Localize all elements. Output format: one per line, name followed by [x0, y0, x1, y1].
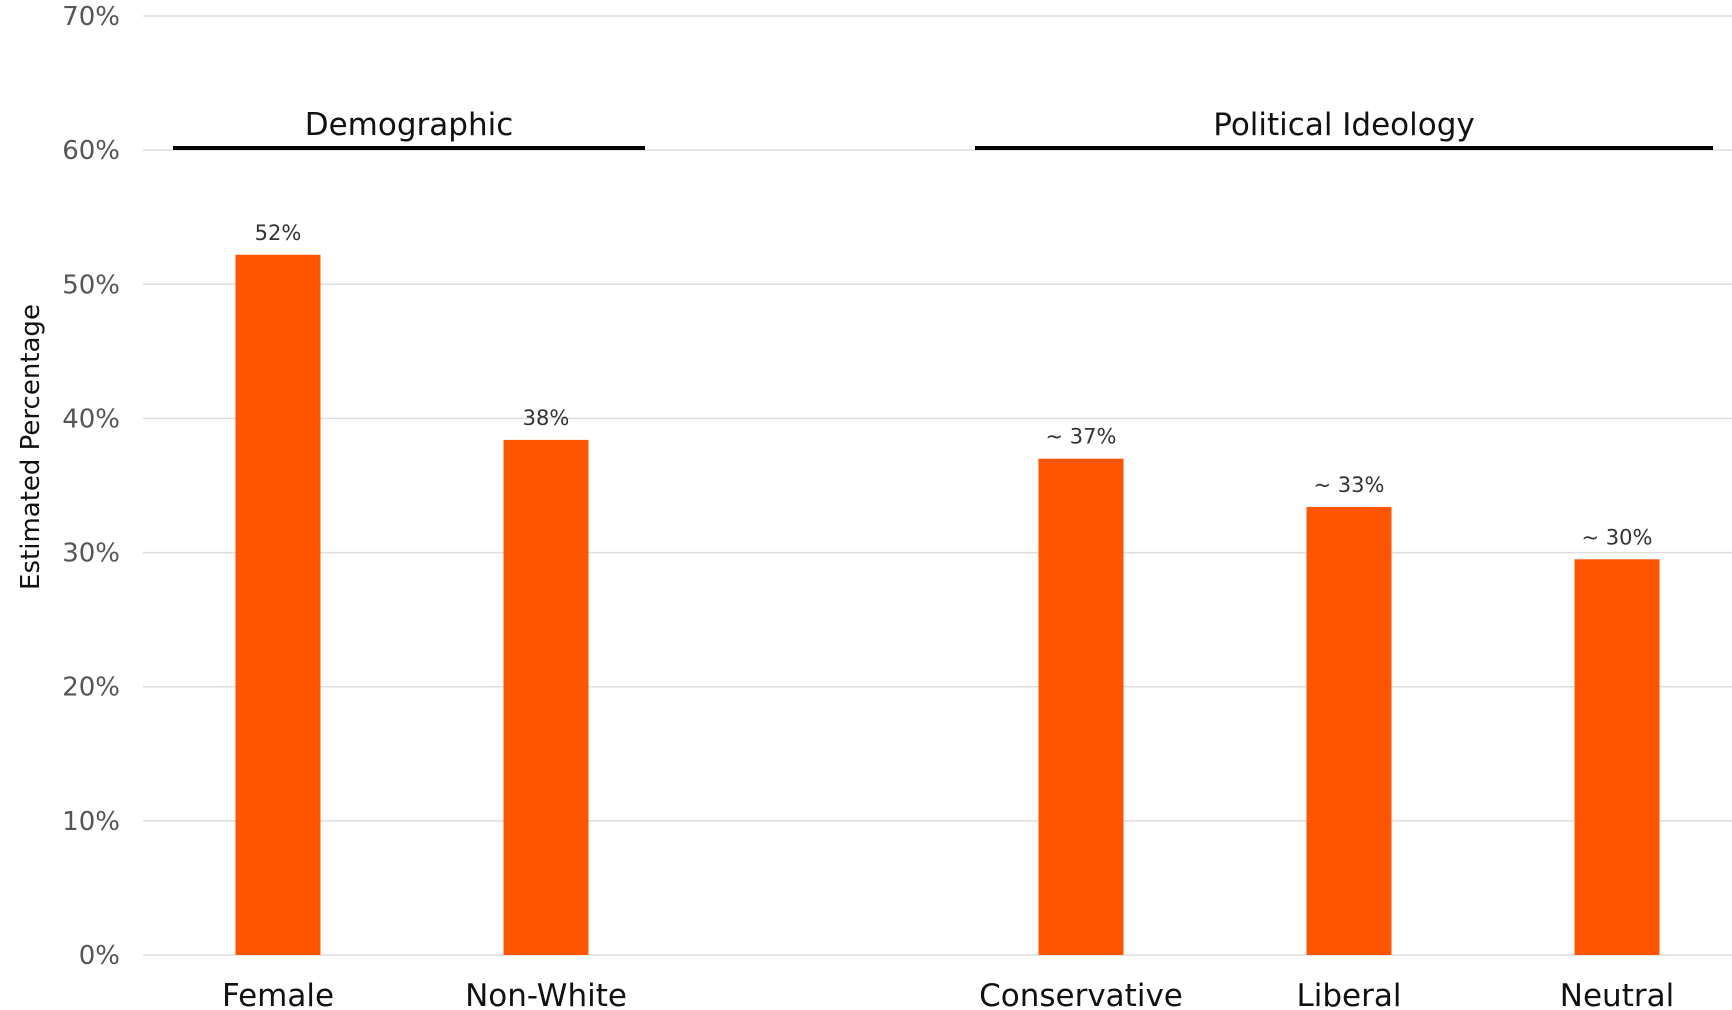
y-tick-label: 70%: [62, 2, 120, 32]
bar: [1574, 559, 1660, 955]
group-label: Political Ideology: [1213, 107, 1475, 143]
x-tick-label: Non-White: [465, 978, 627, 1010]
data-labels: 52% Female 38% Non-White ~ 37% Conservative ~ …: [222, 221, 1674, 1010]
y-tick-label: 50%: [62, 270, 120, 300]
bar: [1038, 458, 1124, 955]
y-tick-label: 60%: [62, 136, 120, 166]
y-tick-label: 40%: [62, 404, 120, 434]
data-label: ~ 30%: [1582, 525, 1653, 549]
y-axis-label: Estimated Percentage: [16, 304, 46, 590]
x-tick-label: Neutral: [1560, 978, 1674, 1010]
group-headers: Demographic Political Ideology: [173, 107, 1713, 150]
gridlines: 0% 10% 20% 30% 40% 50% 60% 70%: [62, 2, 1732, 971]
data-label: ~ 33%: [1314, 473, 1385, 497]
y-tick-label: 10%: [62, 807, 120, 837]
data-label: 38%: [523, 406, 570, 430]
x-tick-label: Liberal: [1297, 978, 1402, 1010]
bars: [235, 254, 1660, 955]
x-tick-label: Conservative: [979, 978, 1183, 1010]
data-label: 52%: [255, 221, 302, 245]
data-label: ~ 37%: [1046, 425, 1117, 449]
group-label: Demographic: [305, 107, 514, 143]
x-tick-label: Female: [222, 978, 334, 1010]
bar: [235, 254, 321, 955]
bar: [503, 439, 589, 955]
y-tick-label: 20%: [62, 673, 120, 703]
y-tick-label: 0%: [79, 941, 120, 971]
bar: [1306, 506, 1392, 955]
y-tick-label: 30%: [62, 539, 120, 569]
